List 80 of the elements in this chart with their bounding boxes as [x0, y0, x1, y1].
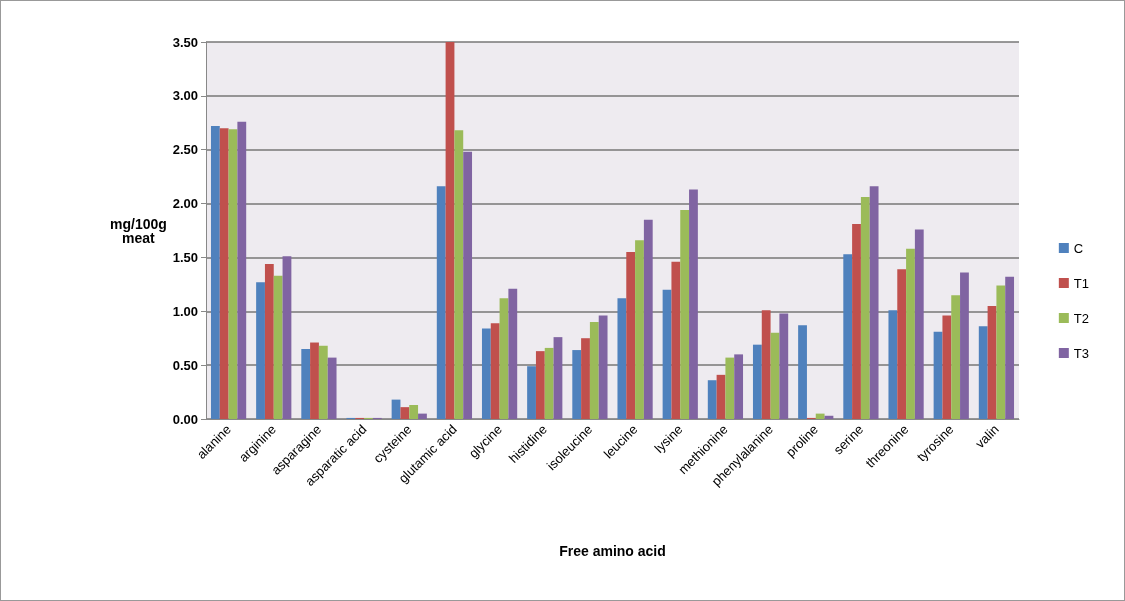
y-tick-label: 3.00: [172, 88, 198, 104]
bar: [581, 338, 590, 419]
bar: [815, 413, 825, 419]
bar: [327, 357, 337, 419]
bar: [770, 332, 780, 419]
bar: [418, 413, 427, 419]
bar: [725, 357, 735, 419]
bar: [400, 407, 410, 419]
bar: [282, 256, 292, 419]
bar: [228, 129, 238, 419]
bar: [978, 326, 988, 419]
bar: [689, 189, 698, 419]
legend-label: T2: [1073, 310, 1089, 326]
bar: [598, 315, 608, 419]
bar: [318, 345, 328, 419]
bar: [996, 285, 1006, 419]
bar: [860, 197, 870, 419]
bar: [256, 282, 265, 419]
bar: [310, 342, 319, 419]
bar: [237, 121, 247, 419]
y-tick-label: 3.50: [172, 34, 198, 50]
bar: [219, 128, 229, 419]
bar: [589, 322, 599, 419]
bar: [1005, 276, 1015, 419]
bar: [264, 263, 274, 419]
bar: [508, 288, 518, 419]
bar: [643, 219, 653, 419]
bar: [481, 328, 491, 419]
bar: [301, 348, 311, 419]
bar: [933, 331, 943, 419]
legend-label: T3: [1073, 345, 1089, 361]
bar: [761, 310, 771, 419]
bar: [490, 323, 500, 419]
bar: [535, 351, 545, 419]
bar: [942, 315, 952, 419]
legend-label: C: [1073, 240, 1084, 256]
legend-label: T1: [1073, 275, 1089, 291]
bar: [273, 275, 283, 419]
bar: [843, 254, 853, 419]
bar: [680, 210, 690, 419]
x-tick-label: valin: [972, 421, 1002, 452]
y-tick-label: 1.50: [172, 249, 198, 265]
bar: [752, 344, 762, 419]
bar: [662, 289, 672, 419]
bar: [906, 248, 915, 419]
x-axis-title: Free amino acid: [559, 543, 666, 559]
bar: [852, 224, 861, 419]
bar: [572, 350, 582, 419]
bar: [210, 126, 220, 419]
bar: [897, 269, 907, 419]
bar: [779, 313, 789, 419]
bar: [635, 240, 644, 419]
bar: [436, 186, 446, 419]
bar: [626, 252, 636, 419]
bar: [617, 298, 627, 419]
bar: [987, 305, 997, 419]
bar: [499, 298, 509, 419]
bar: [445, 42, 455, 419]
bar: [409, 405, 419, 419]
y-tick-label: 0.50: [172, 357, 198, 373]
bar: [454, 130, 464, 419]
bar: [888, 310, 898, 419]
y-tick-label: 1.00: [172, 303, 198, 319]
bar: [463, 151, 473, 419]
bar: [716, 374, 726, 419]
y-tick-label: 0.00: [172, 411, 198, 427]
y-tick-label: 2.50: [172, 142, 198, 158]
y-axis-title: mg/100g meat: [109, 215, 167, 246]
bar: [798, 325, 807, 419]
bar: [951, 295, 961, 419]
bar: [553, 337, 563, 419]
bar: [544, 347, 554, 419]
bar: [914, 229, 924, 419]
bar: [707, 380, 717, 419]
bar: [527, 366, 536, 419]
y-tick-label: 2.00: [172, 196, 198, 212]
bar: [869, 186, 879, 419]
bar: [671, 261, 681, 419]
bar: [960, 272, 969, 419]
bar: [734, 354, 744, 419]
